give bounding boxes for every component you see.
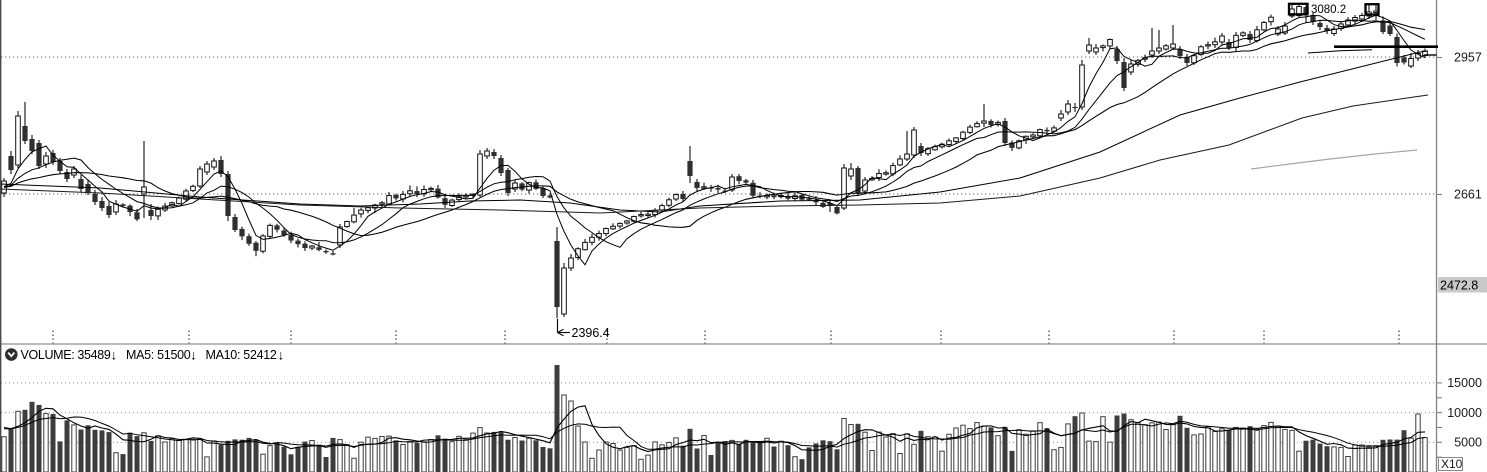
svg-text:10000: 10000 [1447,406,1482,420]
svg-text:2957: 2957 [1454,51,1482,65]
svg-text:5000: 5000 [1454,436,1482,450]
svg-text:15000: 15000 [1447,376,1482,390]
svg-text:↓: ↓ [111,348,118,363]
svg-text:2396.4: 2396.4 [572,326,610,340]
svg-text:↓: ↓ [278,348,285,363]
svg-text:↓: ↓ [190,348,197,363]
svg-text:VOLUME: 35489: VOLUME: 35489 [21,348,111,362]
svg-text:2472.8: 2472.8 [1440,279,1478,293]
svg-text:MA5: 51500: MA5: 51500 [126,348,191,362]
svg-text:2661: 2661 [1454,188,1482,202]
svg-text:3080.2: 3080.2 [1311,4,1346,16]
svg-text:X10: X10 [1441,457,1463,471]
svg-text:MA10: 52412: MA10: 52412 [206,348,277,362]
